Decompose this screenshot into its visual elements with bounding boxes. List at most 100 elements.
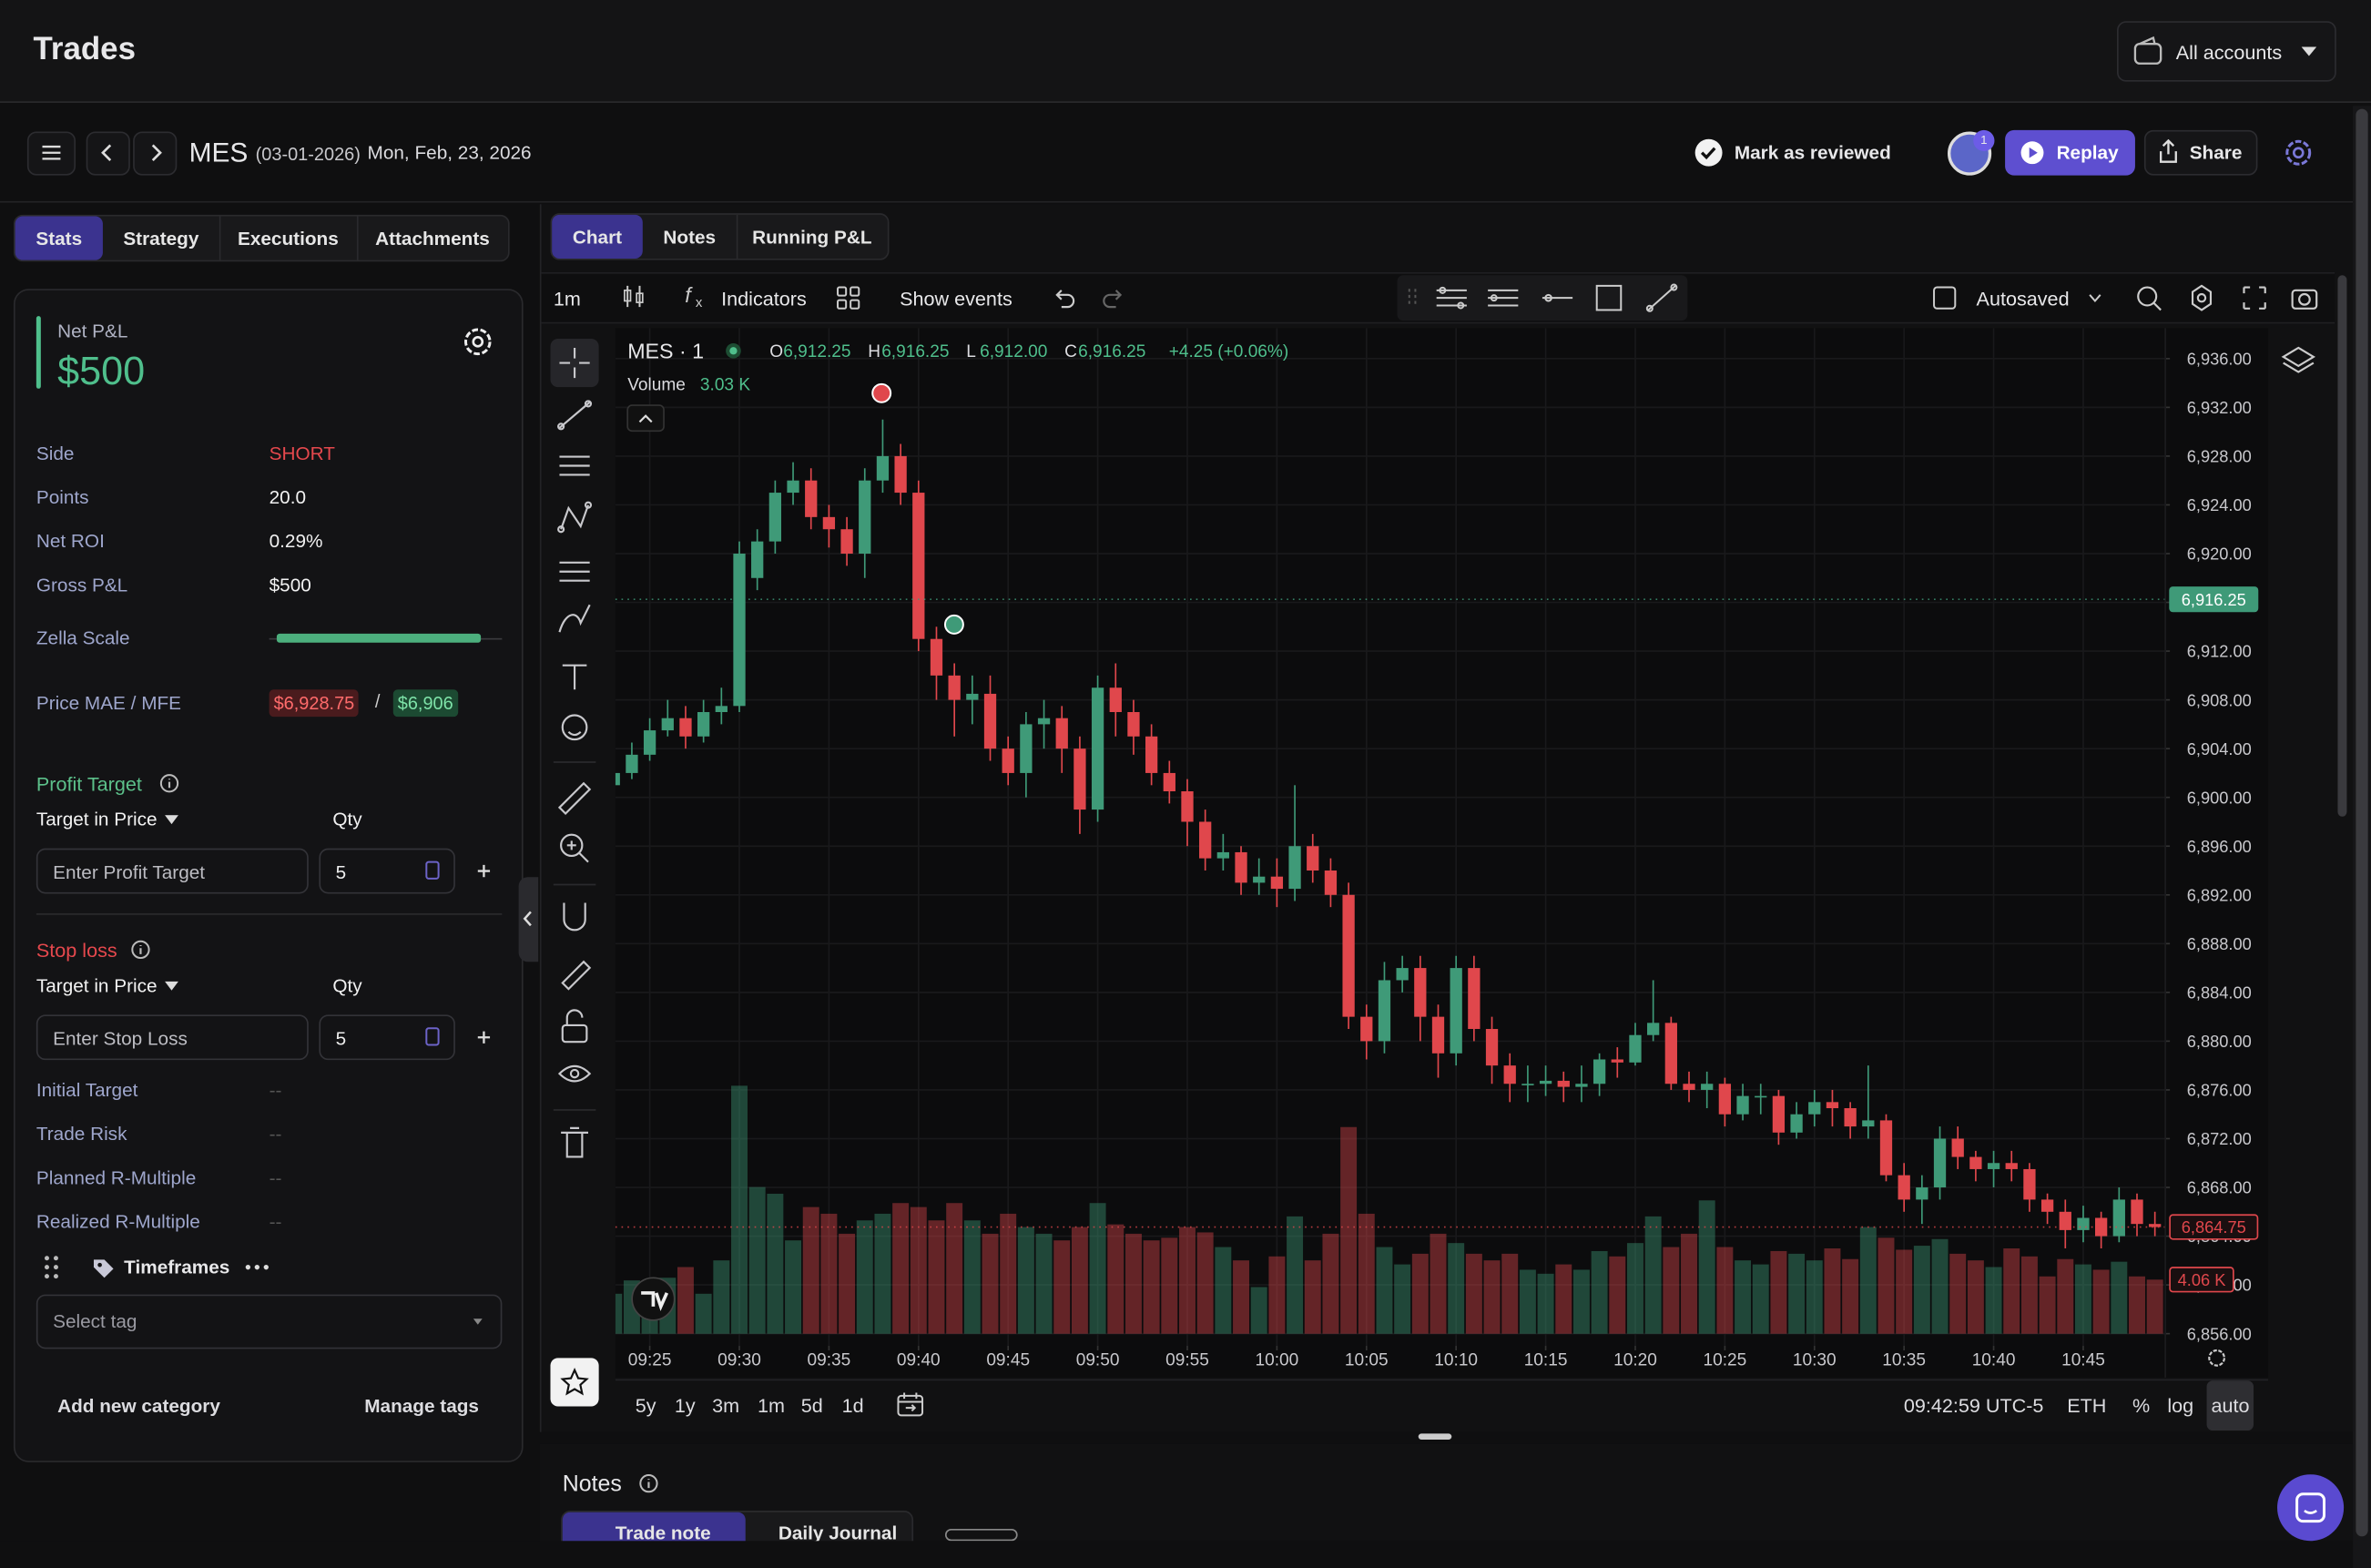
check-icon — [1694, 138, 1723, 167]
scrollbar-thumb[interactable] — [2356, 108, 2368, 1537]
add-icon[interactable] — [474, 862, 493, 881]
pnl-settings[interactable] — [462, 325, 495, 359]
risk-label: Trade Risk — [36, 1123, 127, 1145]
date-range-icon[interactable] — [895, 1391, 925, 1419]
candle-body — [1826, 1102, 1839, 1109]
accounts-dropdown[interactable] — [2116, 21, 2336, 82]
menu-button[interactable] — [26, 131, 76, 176]
left-tabs: Stats Strategy Executions Attachments — [13, 214, 510, 262]
indicators[interactable]: Indicators — [721, 287, 807, 311]
volume-bar — [1448, 1243, 1465, 1334]
scale-mode[interactable]: log — [2167, 1394, 2194, 1418]
range-button[interactable]: 1m — [757, 1394, 785, 1418]
tab-executions[interactable]: Executions — [219, 216, 359, 260]
candle-body — [1020, 724, 1033, 773]
volume-bar — [1411, 1253, 1429, 1334]
tab-notes[interactable]: Notes — [643, 214, 738, 259]
volume-bar — [1035, 1233, 1053, 1334]
checkbox[interactable] — [1932, 286, 1957, 311]
layers-icon[interactable] — [2280, 345, 2316, 379]
range-button[interactable]: 1d — [841, 1394, 864, 1418]
collapse-chevron — [638, 414, 653, 423]
volume-bar — [1107, 1224, 1124, 1334]
volume-bar — [1196, 1232, 1214, 1334]
undo-redo[interactable] — [1053, 286, 1125, 311]
y-tick-label: 6,856.00 — [2187, 1324, 2252, 1343]
scale-mode[interactable]: auto — [2206, 1380, 2254, 1431]
next-button[interactable] — [133, 131, 178, 176]
inner-scrollbar[interactable] — [2337, 275, 2347, 817]
accounts-label: All accounts — [2175, 40, 2283, 64]
candle-body — [1109, 687, 1122, 713]
session[interactable]: ETH — [2067, 1394, 2107, 1418]
y-tick-label: 6,884.00 — [2187, 983, 2252, 1003]
volume-label: Volume — [627, 375, 686, 394]
collapse-handle[interactable] — [518, 877, 539, 962]
chart-actions[interactable] — [2132, 281, 2320, 315]
volume-bar — [1752, 1264, 1769, 1334]
favorites-button[interactable] — [550, 1358, 599, 1407]
volume-bar — [1572, 1269, 1590, 1334]
more-icon[interactable] — [245, 1264, 270, 1270]
show-events[interactable]: Show events — [900, 287, 1013, 311]
range-button[interactable]: 5d — [800, 1394, 823, 1418]
event-marker — [871, 382, 892, 403]
tab-running-pnl[interactable]: Running P&L — [752, 226, 872, 248]
volume-bar — [1842, 1258, 1859, 1334]
layout-icon[interactable] — [836, 286, 860, 311]
profit-target-input[interactable]: Enter Profit Target — [36, 848, 309, 894]
mark-reviewed[interactable]: Mark as reviewed — [1734, 142, 1891, 164]
stop-loss-type[interactable]: Target in Price — [36, 975, 158, 997]
profit-qty-label: Qty — [332, 809, 362, 830]
stop-qty-input[interactable]: 5 — [319, 1014, 455, 1061]
autosaved[interactable]: Autosaved — [1976, 287, 2070, 311]
stop-loss-input[interactable]: Enter Stop Loss — [36, 1014, 309, 1061]
profit-qty-input[interactable]: 5 — [319, 848, 455, 894]
resize-handle[interactable] — [1418, 1433, 1452, 1440]
tag-category: Timeframes — [124, 1257, 230, 1278]
share-icon — [2159, 138, 2177, 163]
volume-bar — [2039, 1276, 2056, 1334]
candle-body — [1808, 1102, 1821, 1115]
tab-chart[interactable]: Chart — [552, 214, 643, 259]
manage-tags[interactable]: Manage tags — [364, 1395, 479, 1418]
stat-label: Points — [36, 486, 89, 508]
price-badge — [2169, 1214, 2259, 1240]
profit-target-type[interactable]: Target in Price — [36, 809, 158, 830]
volume-bar — [910, 1207, 927, 1334]
volume-bar — [2020, 1256, 2038, 1334]
candle-body — [1736, 1095, 1749, 1115]
prev-button[interactable] — [86, 131, 130, 176]
tab-strategy[interactable]: Strategy — [103, 216, 221, 260]
candle-body — [948, 675, 961, 700]
divider — [615, 1379, 2269, 1381]
volume-bar — [1555, 1264, 1572, 1334]
volume-bar — [1537, 1273, 1554, 1334]
volume-bar — [1877, 1237, 1895, 1334]
scale-mode[interactable]: % — [2132, 1394, 2151, 1418]
range-button[interactable]: 1y — [674, 1394, 696, 1418]
add-category[interactable]: Add new category — [57, 1395, 220, 1418]
candle-type-icon[interactable] — [620, 283, 647, 311]
share-button[interactable] — [2143, 129, 2258, 176]
tab-daily-journal[interactable]: Daily Journal — [778, 1522, 898, 1544]
candle-body — [822, 516, 836, 530]
range-button[interactable]: 3m — [712, 1394, 740, 1418]
candle-body — [840, 529, 853, 554]
add-icon[interactable] — [474, 1028, 493, 1046]
drawing-tools[interactable] — [1403, 281, 1684, 315]
tab-stats[interactable]: Stats — [15, 216, 103, 260]
drag-handle[interactable] — [44, 1255, 59, 1279]
volume-badge-label: 4.06 K — [2178, 1270, 2226, 1289]
interval[interactable]: 1m — [553, 287, 581, 311]
chat-button[interactable] — [2277, 1474, 2345, 1542]
drawing-tool-column[interactable] — [547, 336, 607, 1425]
tab-attachments[interactable]: Attachments — [375, 227, 490, 249]
settings-icon[interactable] — [2282, 136, 2315, 169]
tag-select[interactable]: Select tag — [36, 1294, 503, 1349]
range-button[interactable]: 5y — [635, 1394, 656, 1418]
tool-active[interactable] — [550, 338, 599, 388]
candle-body — [1378, 980, 1391, 1042]
